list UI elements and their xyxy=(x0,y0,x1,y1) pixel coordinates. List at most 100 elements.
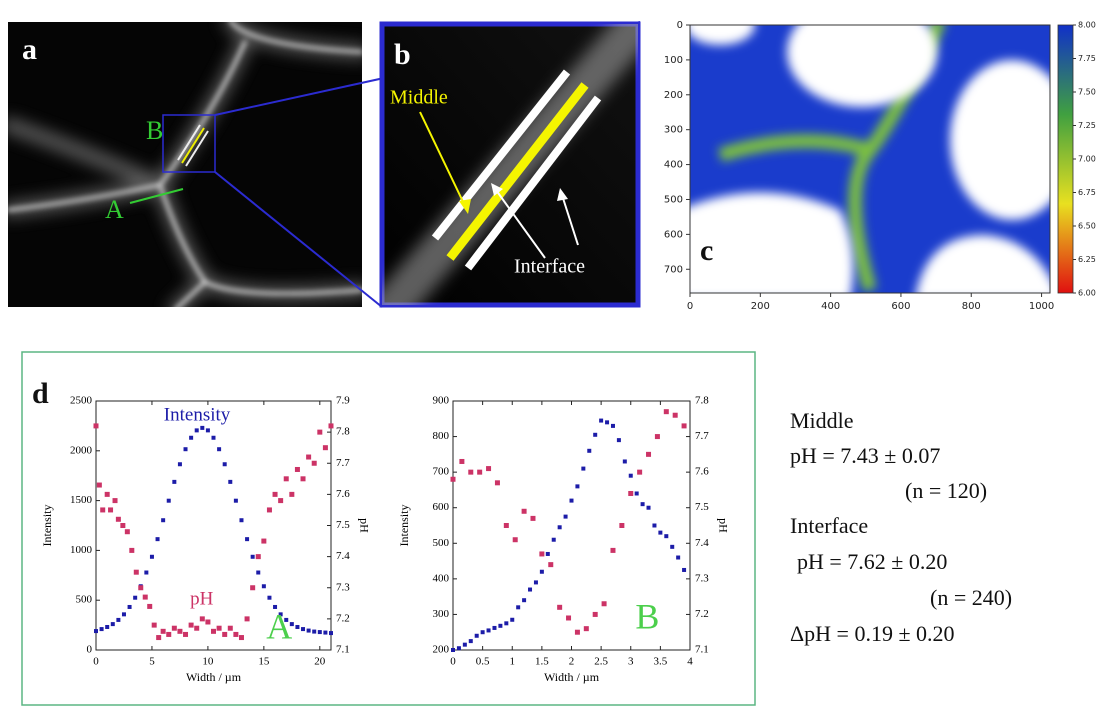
data-point xyxy=(172,626,177,631)
image-background xyxy=(8,22,362,307)
data-point xyxy=(492,626,496,630)
y-tick-label: 300 xyxy=(664,125,683,136)
data-point xyxy=(105,625,109,629)
data-point xyxy=(278,498,283,503)
x-tick-label: 20 xyxy=(314,656,326,668)
data-point xyxy=(317,430,322,435)
data-point xyxy=(223,462,227,466)
data-point xyxy=(593,433,597,437)
data-point xyxy=(676,556,680,560)
x-tick-label: 10 xyxy=(202,656,214,668)
x-tick-label: 0 xyxy=(93,656,99,668)
data-point xyxy=(468,470,473,475)
y-tick-label: 600 xyxy=(433,501,450,513)
data-point xyxy=(100,627,104,631)
data-point xyxy=(534,580,538,584)
y-tick-label: 500 xyxy=(433,537,450,549)
data-point xyxy=(602,601,607,606)
data-point xyxy=(273,492,278,497)
data-point xyxy=(646,452,651,457)
panel-label: b xyxy=(394,38,411,71)
data-point xyxy=(156,537,160,541)
data-point xyxy=(581,467,585,471)
data-point xyxy=(284,476,289,481)
data-point xyxy=(150,555,154,559)
data-point xyxy=(133,596,137,600)
data-point xyxy=(262,584,266,588)
data-point xyxy=(552,538,556,542)
data-point xyxy=(481,630,485,634)
y2-tick-label: 7.2 xyxy=(695,608,709,620)
y-tick-label: 500 xyxy=(76,594,93,606)
data-point xyxy=(610,548,615,553)
data-point xyxy=(513,537,518,542)
y2-tick-label: 7.4 xyxy=(336,550,350,562)
data-point xyxy=(301,476,306,481)
data-point xyxy=(228,480,232,484)
y-tick-label: 300 xyxy=(433,608,450,620)
data-point xyxy=(172,480,176,484)
data-point xyxy=(641,502,645,506)
data-point xyxy=(628,491,633,496)
annotation: A xyxy=(266,606,292,646)
x-tick-label: 15 xyxy=(258,656,270,668)
data-point xyxy=(306,455,311,460)
y-tick-label: 2500 xyxy=(70,395,93,407)
data-point xyxy=(125,529,130,534)
data-point xyxy=(623,459,627,463)
figure: a B A b Middle Interface xyxy=(0,0,1109,710)
data-point xyxy=(189,623,194,628)
data-point xyxy=(156,635,161,640)
data-point xyxy=(323,631,327,635)
data-point xyxy=(593,612,598,617)
y2-tick-label: 7.5 xyxy=(336,519,350,531)
data-point xyxy=(111,622,115,626)
data-point xyxy=(161,629,166,634)
x-tick-label: 3 xyxy=(628,656,634,668)
data-point xyxy=(200,426,204,430)
y2-tick-label: 7.1 xyxy=(695,644,709,656)
data-point xyxy=(128,605,132,609)
panel-label: a xyxy=(22,33,37,66)
data-point xyxy=(637,470,642,475)
y-tick-label: 500 xyxy=(664,194,683,205)
data-point xyxy=(256,554,261,559)
data-point xyxy=(100,507,105,512)
data-point xyxy=(575,484,579,488)
data-point xyxy=(664,409,669,414)
data-point xyxy=(522,598,526,602)
y2-tick-label: 7.2 xyxy=(336,612,350,624)
data-point xyxy=(178,462,182,466)
data-point xyxy=(184,447,188,451)
data-point xyxy=(539,551,544,556)
data-point xyxy=(546,552,550,556)
data-point xyxy=(195,428,199,432)
summary-count: (n = 120) xyxy=(905,478,987,503)
marker-label: B xyxy=(146,116,163,145)
data-point xyxy=(477,470,482,475)
data-point xyxy=(510,618,514,622)
y2-tick-label: 7.4 xyxy=(695,537,709,549)
summary-value: ΔpH = 0.19 ± 0.20 xyxy=(790,621,955,646)
data-point xyxy=(329,631,333,635)
data-point xyxy=(212,436,216,440)
data-point xyxy=(495,480,500,485)
y2-tick-label: 7.7 xyxy=(336,457,350,469)
data-point xyxy=(312,630,316,634)
data-point xyxy=(558,525,562,529)
data-point xyxy=(664,534,668,538)
data-point xyxy=(97,483,102,488)
data-point xyxy=(222,632,227,637)
data-point xyxy=(250,585,255,590)
data-point xyxy=(245,616,250,621)
data-point xyxy=(635,491,639,495)
y2-axis-label: pH xyxy=(357,518,371,533)
colorbar xyxy=(1058,25,1073,293)
colorbar-tick-label: 6.50 xyxy=(1078,222,1096,231)
colorbar-tick-label: 7.00 xyxy=(1078,155,1096,164)
data-point xyxy=(540,570,544,574)
data-point xyxy=(504,621,508,625)
data-point xyxy=(211,629,216,634)
region-label: Interface xyxy=(514,256,585,278)
data-point xyxy=(486,466,491,471)
